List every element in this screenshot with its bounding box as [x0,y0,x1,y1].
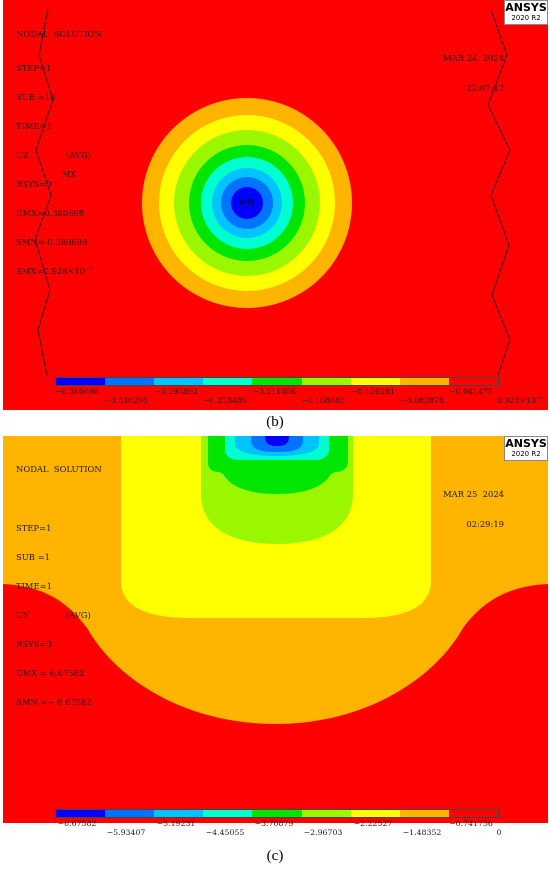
legend-tick: −0.126281 [351,387,395,396]
color-legend [55,809,499,818]
boundary-zigzag-left [34,7,54,376]
legend-ticks-c: −6.67582 −5.93407 −5.19231 −4.45055 −3.7… [0,819,545,839]
contour-plot-uy: NODAL SOLUTION STEP=1 SUB =1 TIME=1 UY (… [3,436,548,823]
info-line: SMN=-0.380698 [16,237,88,248]
legend-swatch [301,378,351,385]
legend-tick: −0.380698 [55,387,99,396]
min-marker: MN [239,198,255,207]
max-marker: MX [62,170,76,179]
info-line: SMX=0.928×10⁻⁷ [16,266,93,277]
legend-swatch [154,378,204,385]
caption-c: (c) [266,848,284,864]
info-line: TIME=1 [16,580,52,591]
legend-swatch [301,810,351,817]
time-text: 22:07:17 [466,82,504,93]
info-line: NODAL SOLUTION [16,464,102,475]
info-line: RSYS=0 [16,638,52,649]
info-line [16,495,102,505]
solution-info: NODAL SOLUTION STEP=1 SUB =1 TIME=1 UY (… [16,446,102,727]
legend-tick: −0.041475 [449,387,493,396]
ansys-logo: ANSYS 2020 R2 [504,0,548,25]
legend-tick: −0.168683 [301,396,345,405]
legend-ticks: −0.380698 −0.338295 −0.295892 −0.253489 … [3,387,548,407]
legend-swatch [399,810,449,817]
date-text: MAR 25 2024 [443,489,504,500]
legend-tick: −3.70879 [254,819,294,828]
legend-tick: −6.67582 [57,819,97,828]
logo-version: 2020 R2 [511,14,541,22]
time-text: 02:29:19 [466,518,504,529]
legend-swatch [56,810,106,817]
info-line: UZ (AVG) [16,149,92,160]
date-text: MAR 24 2024 [443,53,504,64]
legend-swatch [56,378,106,385]
legend-tick: −2.22527 [353,819,393,828]
info-line: DMX = 6.67582 [16,668,85,679]
info-line: SUB =1 [16,551,50,562]
legend-tick: −5.93407 [106,828,146,837]
logo-name: ANSYS [505,1,547,14]
uy-contour-graphic [3,436,548,724]
logo-version: 2020 R2 [511,450,541,458]
legend-tick: −0.083878 [400,396,444,405]
legend-swatch [399,378,449,385]
info-line: SUB =10 [16,91,56,102]
legend-swatch [105,810,155,817]
legend-tick: −0.338295 [104,396,148,405]
legend-tick: −1.48352 [402,828,442,837]
legend-swatch [448,378,498,385]
info-line: NODAL SOLUTION [16,29,102,40]
legend-tick: −0.211086 [252,387,296,396]
contour-band-1 [265,436,289,446]
caption-b: (b) [266,414,284,430]
logo-name: ANSYS [505,437,547,450]
info-line: TIME=1 [16,120,52,131]
color-legend [55,377,499,386]
info-line: UY (AVG) [16,609,91,620]
legend-tick: −0.741756 [449,819,493,828]
legend-tick: −0.253489 [203,396,247,405]
uz-contour-graphic [34,7,511,376]
legend-tick: −4.45055 [205,828,245,837]
legend-tick: −2.96703 [303,828,343,837]
legend-swatch [105,378,155,385]
timestamp: MAR 25 2024 02:29:19 [443,471,504,549]
info-line: DMX=0.380698 [16,207,85,218]
legend-tick: −0.295892 [154,387,198,396]
legend-swatch [252,378,302,385]
legend-swatch [350,378,400,385]
solution-info: NODAL SOLUTION STEP=1 SUB =10 TIME=1 UZ … [16,11,102,296]
legend-swatch [154,810,204,817]
legend-swatch [203,378,253,385]
legend-tick: 0 [496,828,502,837]
timestamp: MAR 24 2024 22:07:17 [443,35,504,113]
legend-tick: −5.19231 [156,819,196,828]
info-line: RSYS=0 [16,178,52,189]
contour-plot-uz: NODAL SOLUTION STEP=1 SUB =10 TIME=1 UZ … [3,0,548,410]
legend-tick: 0.928×10⁻⁷ [496,396,544,405]
legend-swatch [350,810,400,817]
legend-swatch [448,810,498,817]
info-line: STEP=1 [16,522,52,533]
boundary-zigzag-right [487,9,511,376]
contour-band-1 [231,187,263,219]
ansys-logo: ANSYS 2020 R2 [504,436,548,461]
info-line: SMN =− 6.67582 [16,697,92,708]
legend-swatch [203,810,253,817]
info-line: STEP=1 [16,62,52,73]
legend-swatch [252,810,302,817]
